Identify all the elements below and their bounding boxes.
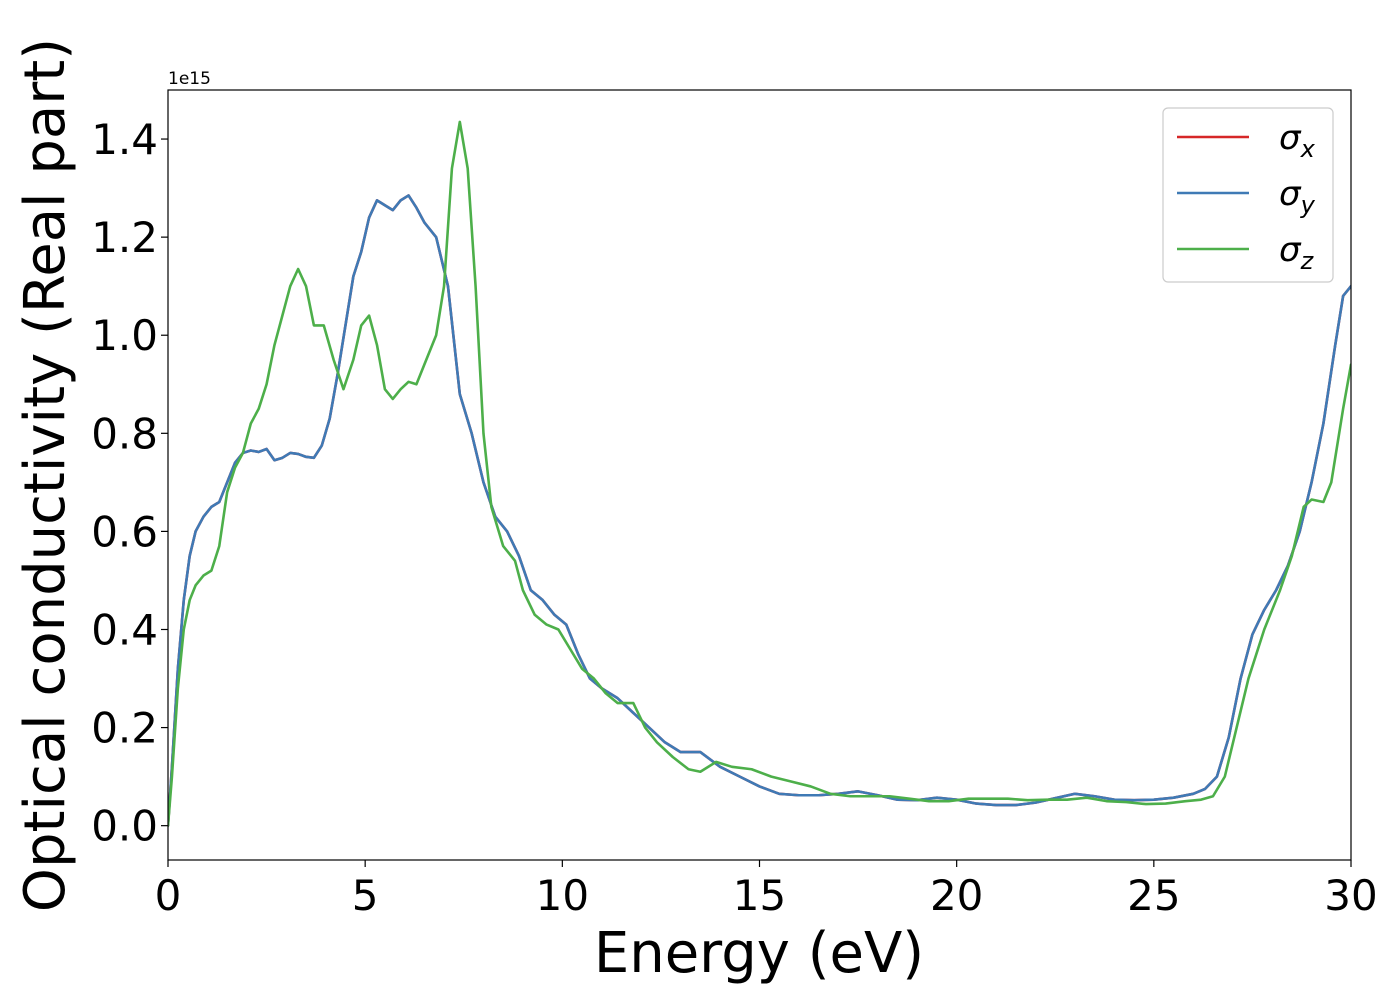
x-tick-label: 20 (930, 871, 983, 920)
series-line-sigma-z (168, 120, 1351, 827)
y-axis-label: Optical conductivity (Real part) (13, 38, 78, 912)
x-tick-label: 15 (733, 871, 786, 920)
y-tick-label: 0.8 (91, 409, 158, 458)
y-tick-label: 1.2 (91, 213, 158, 262)
x-tick-label: 25 (1127, 871, 1180, 920)
series-line-sigma-y (168, 194, 1351, 827)
legend-box (1162, 107, 1334, 283)
y-tick-label: 1.0 (91, 311, 158, 360)
y-tick-label: 0.4 (91, 605, 158, 654)
y-tick-label: 0.2 (91, 704, 158, 753)
x-axis-ticks: 0 5 10 15 20 25 30 (155, 860, 1378, 920)
y-tick-label: 0.6 (91, 507, 158, 556)
x-tick-label: 10 (536, 871, 589, 920)
series-layer (168, 120, 1351, 827)
y-tick-label: 0.0 (91, 802, 158, 851)
series-line-sigma-x (168, 194, 1351, 827)
y-offset-label: 1e15 (168, 69, 211, 89)
x-tick-label: 0 (155, 871, 182, 920)
x-tick-label: 30 (1324, 871, 1377, 920)
x-axis-label: Energy (eV) (594, 921, 924, 986)
x-tick-label: 5 (352, 871, 379, 920)
y-axis-ticks: 0.0 0.2 0.4 0.6 0.8 1.0 1.2 1.4 (91, 115, 168, 851)
y-tick-label: 1.4 (91, 115, 158, 164)
